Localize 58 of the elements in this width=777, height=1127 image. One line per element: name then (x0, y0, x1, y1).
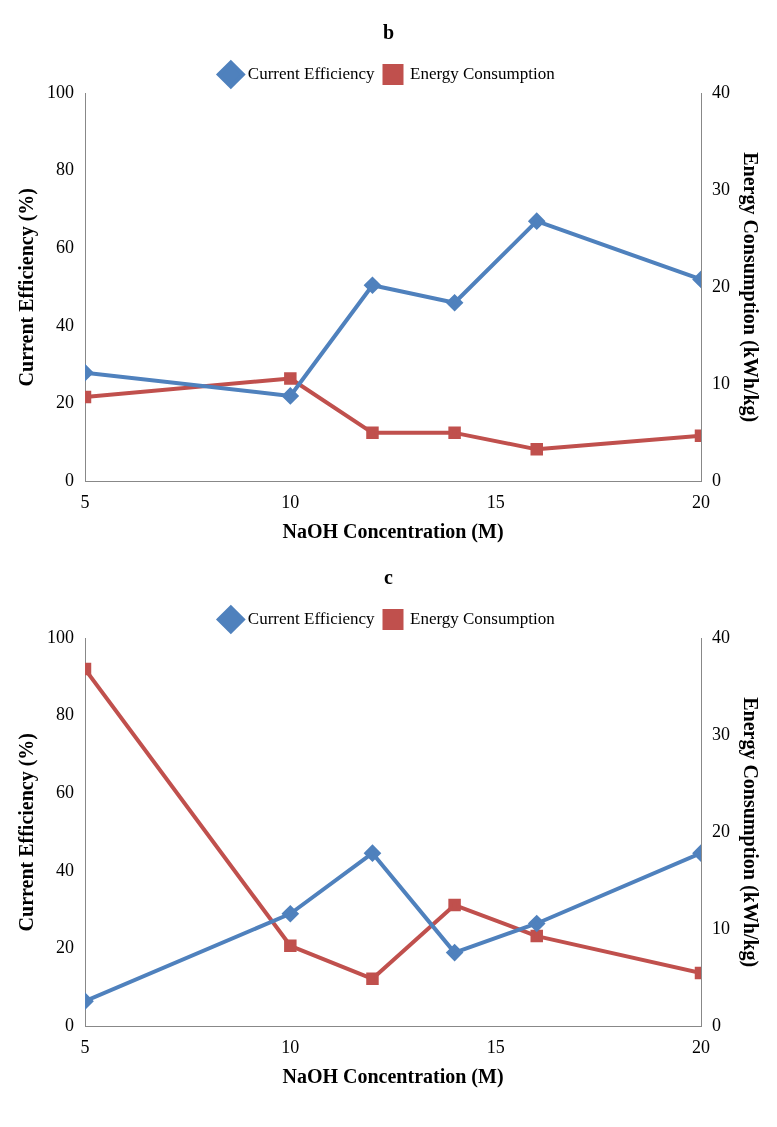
y-tick-label: 40 (56, 859, 74, 880)
y2-tick-label: 10 (712, 918, 730, 939)
y-tick-label: 20 (56, 937, 74, 958)
y2-tick-label: 0 (712, 1015, 721, 1036)
point (528, 915, 545, 932)
y-axis-title: Current Efficiency (%) (15, 732, 39, 932)
point (282, 387, 299, 404)
y-tick-label: 20 (56, 392, 74, 413)
point (366, 972, 379, 986)
y-tick-label: 100 (47, 81, 74, 102)
y2-tick-label: 20 (712, 275, 730, 296)
legend-label: Current Efficiency (247, 608, 375, 628)
point (446, 294, 463, 311)
x-axis-title: NaOH Concentration (M) (282, 520, 504, 544)
point (528, 213, 545, 230)
y2-axis-title: Energy Consumption (kWh/kg) (738, 152, 762, 423)
point (530, 929, 543, 943)
point (284, 372, 297, 385)
y2-tick-label: 20 (712, 820, 730, 841)
legend-label: Energy Consumption (410, 608, 556, 628)
y2-axis-title: Energy Consumption (kWh/kg) (738, 697, 762, 968)
point (530, 443, 543, 456)
y2-tick-label: 0 (712, 470, 721, 491)
point (284, 939, 297, 953)
chart-title: c (384, 566, 394, 589)
y-tick-label: 80 (56, 159, 74, 180)
x-tick-label: 15 (486, 491, 505, 512)
x-tick-label: 5 (80, 491, 90, 512)
x-tick-label: 15 (486, 1036, 505, 1057)
x-tick-label: 20 (692, 1036, 710, 1057)
y-axis-title: Current Efficiency (%) (15, 187, 39, 387)
legend-label: Current Efficiency (247, 63, 375, 83)
x-tick-label: 5 (80, 1036, 90, 1057)
point (364, 277, 381, 294)
x-tick-label: 10 (281, 491, 300, 512)
point (364, 845, 381, 862)
y2-tick-label: 40 (712, 626, 730, 647)
chart-title: b (382, 21, 395, 44)
legend-label: Energy Consumption (410, 63, 556, 83)
x-tick-label: 10 (281, 1036, 300, 1057)
point (366, 426, 379, 440)
x-tick-label: 20 (692, 491, 710, 512)
y-tick-label: 0 (65, 470, 74, 491)
y-tick-label: 60 (56, 237, 74, 258)
y-tick-label: 40 (56, 314, 74, 335)
point (448, 898, 461, 912)
point (448, 426, 461, 440)
point (446, 944, 463, 961)
y-tick-label: 60 (56, 782, 74, 803)
y2-tick-label: 30 (712, 723, 730, 744)
y-tick-label: 80 (56, 704, 74, 725)
point (282, 905, 299, 922)
y2-tick-label: 10 (712, 373, 730, 394)
y-tick-label: 0 (65, 1015, 74, 1036)
y-tick-label: 100 (47, 626, 74, 647)
y2-tick-label: 30 (712, 178, 730, 199)
x-axis-title: NaOH Concentration (M) (282, 1065, 504, 1089)
y2-tick-label: 40 (712, 81, 730, 102)
